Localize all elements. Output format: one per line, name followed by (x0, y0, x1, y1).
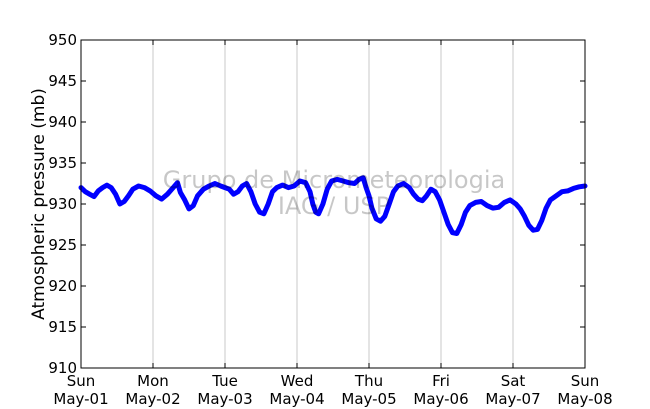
y-tick-label: 940 (48, 113, 77, 131)
y-tick-label: 945 (48, 72, 77, 90)
x-tick-label-date: May-01 (53, 390, 108, 408)
x-tick-label-date: May-05 (341, 390, 396, 408)
series-layer (78, 175, 588, 236)
series-line-0 (78, 175, 588, 236)
x-tick-label-weekday: Thu (354, 372, 383, 390)
x-tick-label-weekday: Tue (211, 372, 238, 390)
x-tick-label-date: May-06 (413, 390, 468, 408)
x-tick-label-weekday: Wed (281, 372, 314, 390)
x-tick-label-date: May-03 (197, 390, 252, 408)
x-tick-label-weekday: Sun (67, 372, 96, 390)
y-tick-label: 915 (48, 318, 77, 336)
y-tick-label: 920 (48, 277, 77, 295)
x-tick-label-date: May-08 (557, 390, 612, 408)
x-tick-label-date: May-04 (269, 390, 324, 408)
y-tick-label: 935 (48, 154, 77, 172)
x-tick-label-date: May-02 (125, 390, 180, 408)
x-tick-label-weekday: Fri (432, 372, 450, 390)
watermark: Grupo de Micrometeorologia IAG / USP (163, 166, 505, 220)
x-tick-label-date: May-07 (485, 390, 540, 408)
watermark-line-1: Grupo de Micrometeorologia (163, 166, 505, 194)
x-tick-label-weekday: Sat (501, 372, 526, 390)
y-tick-label: 950 (48, 31, 77, 49)
watermark-line-2: IAG / USP (278, 192, 390, 220)
y-tick-label: 930 (48, 195, 77, 213)
y-tick-label: 910 (48, 359, 77, 377)
y-axis-label: Atmospheric pressure (mb) (29, 88, 49, 320)
axis-ticks (80, 39, 586, 369)
x-tick-label-weekday: Mon (137, 372, 169, 390)
x-tick-label-weekday: Sun (571, 372, 600, 390)
tick-labels: SunMay-01MonMay-02TueMay-03WedMay-04ThuM… (48, 31, 612, 408)
y-tick-label: 925 (48, 236, 77, 254)
